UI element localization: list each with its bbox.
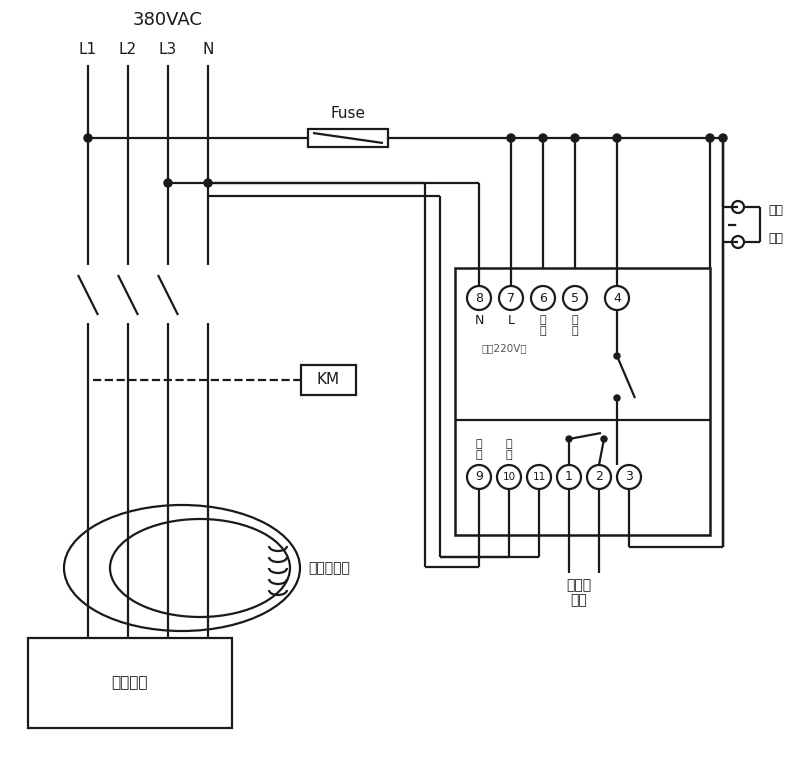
Circle shape <box>204 179 212 187</box>
Circle shape <box>719 134 727 142</box>
Text: KM: KM <box>317 373 339 387</box>
Text: 试: 试 <box>540 315 546 325</box>
Text: 信: 信 <box>506 450 512 460</box>
Text: 7: 7 <box>507 291 515 305</box>
Circle shape <box>601 436 607 442</box>
Bar <box>308 129 388 147</box>
Circle shape <box>706 134 714 142</box>
Circle shape <box>84 134 92 142</box>
Text: 报警: 报警 <box>570 593 587 607</box>
Text: 9: 9 <box>475 470 483 483</box>
Text: L1: L1 <box>79 42 97 58</box>
Text: 10: 10 <box>502 472 515 482</box>
Text: 11: 11 <box>532 472 546 482</box>
Bar <box>28 638 232 728</box>
Text: L2: L2 <box>119 42 137 58</box>
Circle shape <box>614 353 620 359</box>
Text: L3: L3 <box>159 42 177 58</box>
Text: N: N <box>474 313 484 326</box>
Text: 零序互感器: 零序互感器 <box>308 561 350 575</box>
Text: 信: 信 <box>476 450 482 460</box>
Text: 自锁: 自锁 <box>768 205 783 217</box>
Text: 试: 试 <box>572 315 578 325</box>
Text: 2: 2 <box>595 470 603 483</box>
Text: N: N <box>202 42 214 58</box>
Text: 电源220V～: 电源220V～ <box>481 343 526 353</box>
Circle shape <box>571 134 579 142</box>
Circle shape <box>566 436 572 442</box>
Text: 4: 4 <box>613 291 621 305</box>
Circle shape <box>164 179 172 187</box>
Text: 5: 5 <box>571 291 579 305</box>
Text: 验: 验 <box>540 326 546 336</box>
Text: 380VAC: 380VAC <box>133 11 203 29</box>
Text: 6: 6 <box>539 291 547 305</box>
Text: 8: 8 <box>475 291 483 305</box>
Text: 号: 号 <box>506 439 512 449</box>
Text: 开关: 开关 <box>768 231 783 244</box>
Circle shape <box>539 134 547 142</box>
Text: 1: 1 <box>565 470 573 483</box>
Bar <box>301 365 355 395</box>
Text: 用户设备: 用户设备 <box>112 676 148 690</box>
Circle shape <box>507 134 515 142</box>
Circle shape <box>613 134 621 142</box>
Text: 号: 号 <box>476 439 482 449</box>
Circle shape <box>614 395 620 401</box>
Text: 3: 3 <box>625 470 633 483</box>
Bar <box>455 268 710 535</box>
Text: Fuse: Fuse <box>330 106 366 122</box>
Text: L: L <box>507 313 514 326</box>
Text: 接声光: 接声光 <box>566 578 591 592</box>
Text: 验: 验 <box>572 326 578 336</box>
